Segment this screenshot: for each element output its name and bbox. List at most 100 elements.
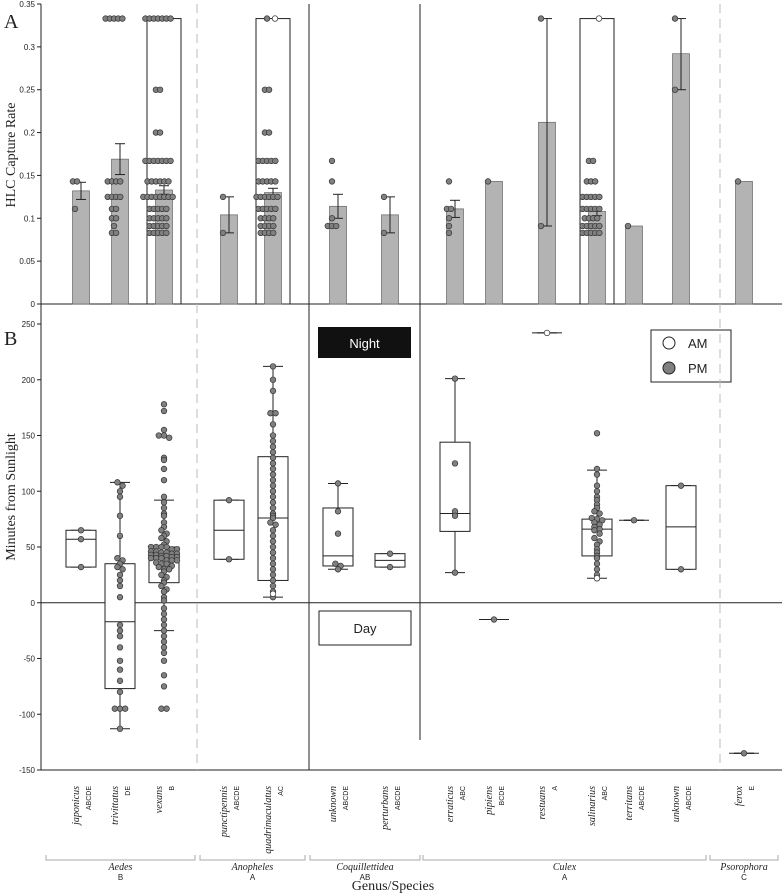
genus-significance-letter: A [250, 873, 256, 882]
pm-point [155, 432, 162, 439]
species-significance-letters: ABC [602, 786, 609, 800]
pm-point [593, 430, 601, 437]
pm-point [451, 512, 459, 519]
pm-point [265, 86, 273, 93]
pm-point [160, 504, 168, 512]
genus-bracket [199, 855, 306, 861]
pm-point [451, 375, 459, 382]
pm-point [269, 443, 277, 450]
iqr-box [322, 507, 354, 567]
pm-point [166, 434, 173, 441]
pm-point [163, 222, 170, 230]
pm-point [160, 610, 168, 618]
panel-b-y-tick-label: 200 [22, 376, 36, 385]
pm-point [272, 410, 279, 417]
pm-point [270, 215, 277, 222]
pm-point [386, 563, 394, 571]
pm-point [163, 543, 170, 551]
pm-point [111, 705, 118, 712]
pm-point [160, 683, 168, 690]
pm-point [269, 387, 277, 395]
bar [625, 225, 643, 305]
species-significance-letters: ABC [460, 786, 467, 800]
species-label: perturbans [380, 786, 391, 831]
panel-a-y-tick-label: 0.15 [19, 171, 35, 180]
pm-point [160, 597, 168, 604]
pm-point [671, 86, 679, 93]
pm-point [160, 512, 168, 519]
pm-point [267, 519, 274, 526]
pm-point [158, 527, 165, 534]
pm-point [484, 178, 492, 185]
pm-point [596, 222, 603, 230]
pm-point [77, 527, 85, 534]
pm-point [160, 493, 168, 500]
pm-point [490, 616, 498, 623]
pm-point [591, 534, 598, 542]
pm-point [386, 550, 394, 557]
genus-label: Anopheles [231, 862, 274, 873]
pm-point [160, 407, 168, 415]
group-dividers [40, 4, 782, 771]
pm-point [116, 621, 124, 629]
am-point [269, 590, 277, 597]
pm-point [167, 157, 174, 165]
pm-point [445, 229, 453, 237]
pm-point [160, 649, 168, 657]
panel-a-y-tick-label: 0 [31, 300, 36, 309]
panel-b-box-plot: -150 -100 -50 0 50 100 150 200 250 [19, 320, 759, 775]
genus-significance-letter: A [562, 873, 568, 882]
genus-bracket [422, 855, 707, 861]
species-significance-letters: B [169, 786, 176, 791]
pm-point [158, 555, 165, 562]
pm-point [269, 571, 277, 579]
pm-point [160, 456, 168, 464]
pm-point [274, 193, 281, 201]
panel-a-y-tick-label: 0.3 [24, 43, 36, 52]
pm-point [116, 488, 124, 495]
pm-point [269, 499, 277, 506]
pm-point [734, 178, 742, 185]
panel-b-y-tick-label: 150 [22, 432, 36, 441]
pm-point [225, 556, 233, 563]
species-label: vexans [154, 786, 165, 813]
pm-point [269, 527, 277, 534]
species-significance-letters: ABCDE [234, 786, 241, 810]
pm-point [114, 479, 121, 486]
species-significance-letters: A [552, 786, 559, 791]
pm-point [593, 488, 601, 495]
pm-point [328, 215, 336, 222]
pm-point [593, 465, 601, 473]
pm-point [116, 705, 124, 712]
pm-point [77, 563, 85, 571]
pm-point [165, 178, 172, 185]
pm-point [269, 471, 277, 478]
pm-point [589, 157, 597, 165]
pm-point [116, 644, 124, 651]
iqr-box [65, 529, 97, 568]
panel-b-y-tick-label: 100 [22, 487, 36, 496]
pm-point [269, 437, 277, 445]
species-label: unknown [328, 786, 339, 822]
pm-point [156, 129, 164, 136]
species-significance-letters: E [749, 786, 756, 791]
pm-point [269, 560, 277, 567]
genus-label: Culex [553, 862, 577, 873]
pm-point [269, 493, 277, 500]
pm-point [445, 222, 453, 230]
pm-point [269, 488, 277, 495]
pm-point [160, 627, 168, 634]
pm-point [160, 499, 168, 506]
genus-bracket [45, 855, 196, 861]
species-label: quadrimaculatus [263, 786, 274, 854]
pm-point [116, 633, 124, 640]
pm-point [163, 205, 170, 213]
legend: AM PM [650, 329, 732, 383]
pm-point [116, 571, 124, 579]
pm-point [158, 571, 165, 579]
pm-point [119, 566, 126, 573]
genus-label: Psorophora [719, 862, 767, 873]
pm-point [116, 582, 124, 590]
pm-point [740, 750, 748, 757]
species-significance-letters: ABCDE [86, 786, 93, 810]
